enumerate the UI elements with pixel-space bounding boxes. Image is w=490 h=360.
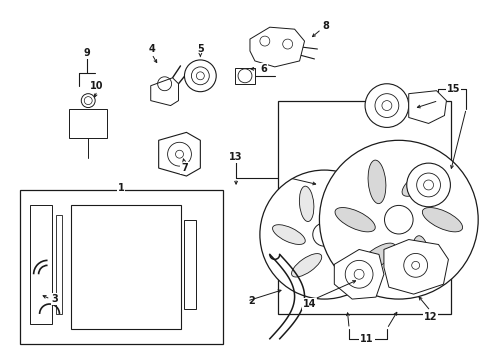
Circle shape	[192, 67, 209, 85]
Circle shape	[404, 253, 428, 277]
Circle shape	[260, 36, 270, 46]
Polygon shape	[384, 239, 448, 294]
Circle shape	[175, 150, 183, 158]
Text: 14: 14	[303, 299, 316, 309]
Ellipse shape	[292, 253, 322, 277]
Text: 15: 15	[446, 84, 460, 94]
Ellipse shape	[327, 192, 357, 216]
Bar	[278, 100, 451, 314]
Circle shape	[238, 69, 252, 83]
Text: 6: 6	[260, 64, 267, 74]
Circle shape	[313, 223, 336, 246]
Text: 12: 12	[424, 312, 437, 322]
Circle shape	[283, 39, 293, 49]
Bar	[235, 68, 255, 84]
Ellipse shape	[272, 225, 305, 244]
Circle shape	[196, 72, 204, 80]
Circle shape	[354, 269, 364, 279]
Circle shape	[345, 260, 373, 288]
Circle shape	[382, 100, 392, 111]
Circle shape	[424, 180, 434, 190]
Polygon shape	[409, 91, 446, 123]
Ellipse shape	[422, 207, 463, 232]
Circle shape	[412, 261, 419, 269]
Bar	[184, 220, 196, 309]
Bar	[20, 190, 223, 344]
Text: 13: 13	[229, 152, 243, 162]
Text: 9: 9	[84, 48, 91, 58]
Polygon shape	[250, 27, 305, 67]
Ellipse shape	[368, 160, 386, 204]
Circle shape	[319, 140, 478, 299]
Circle shape	[260, 170, 389, 299]
Text: 7: 7	[181, 163, 188, 173]
Polygon shape	[334, 249, 384, 299]
Ellipse shape	[343, 225, 376, 244]
Bar	[72, 205, 180, 329]
Ellipse shape	[299, 186, 314, 221]
Ellipse shape	[335, 207, 375, 232]
Text: 2: 2	[248, 296, 255, 306]
Bar	[56, 215, 62, 314]
Circle shape	[385, 206, 413, 234]
Circle shape	[407, 163, 450, 207]
Ellipse shape	[412, 236, 430, 279]
Polygon shape	[159, 132, 200, 176]
Text: 3: 3	[51, 294, 58, 304]
Ellipse shape	[335, 248, 349, 283]
Circle shape	[416, 173, 441, 197]
Text: 5: 5	[197, 44, 204, 54]
Ellipse shape	[402, 167, 439, 196]
Text: 4: 4	[148, 44, 155, 54]
Circle shape	[81, 94, 95, 108]
Bar	[70, 109, 107, 138]
Circle shape	[184, 60, 216, 92]
Bar	[30, 205, 51, 324]
Circle shape	[84, 96, 92, 105]
Ellipse shape	[358, 243, 395, 272]
Circle shape	[365, 84, 409, 127]
Text: 11: 11	[360, 334, 374, 344]
Circle shape	[168, 142, 192, 166]
Text: 1: 1	[118, 183, 124, 193]
Text: 10: 10	[90, 81, 104, 91]
Text: 8: 8	[322, 21, 329, 31]
Polygon shape	[151, 78, 178, 105]
Circle shape	[375, 94, 399, 117]
